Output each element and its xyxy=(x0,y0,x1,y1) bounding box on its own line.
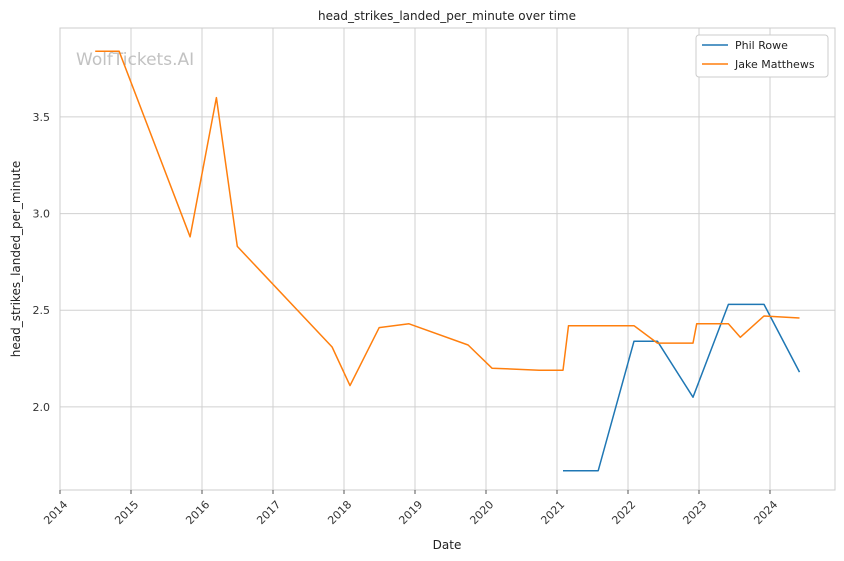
y-tick-labels: 2.0 2.5 3.0 3.5 xyxy=(33,111,51,414)
y-tick-label: 3.0 xyxy=(33,208,51,221)
plot-area-frame xyxy=(59,27,836,491)
x-axis-title: Date xyxy=(433,538,462,552)
y-tick-label: 3.5 xyxy=(33,111,51,124)
watermark: WolfTickets.AI xyxy=(76,50,194,70)
legend-box xyxy=(695,34,829,78)
legend-label-jake-matthews: Jake Matthews xyxy=(734,58,815,71)
y-axis-title: head_strikes_landed_per_minute xyxy=(9,161,23,358)
y-tick-label: 2.0 xyxy=(33,401,51,414)
chart-title: head_strikes_landed_per_minute over time xyxy=(318,9,576,23)
series-line-jake-matthews xyxy=(95,50,800,387)
legend-label-phil-rowe: Phil Rowe xyxy=(735,39,788,52)
series-lines xyxy=(95,50,801,472)
y-tick-label: 2.5 xyxy=(33,304,51,317)
legend: Phil Rowe Jake Matthews xyxy=(695,34,829,78)
grid-lines xyxy=(59,28,835,490)
series-line-phil-rowe xyxy=(563,303,801,472)
